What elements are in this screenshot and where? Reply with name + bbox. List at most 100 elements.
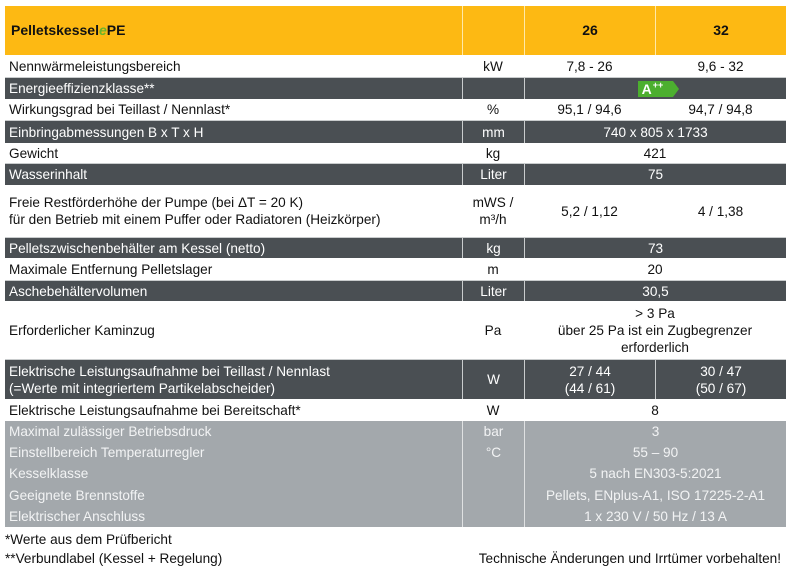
row-value-26: 7,8 - 26 — [566, 58, 613, 74]
row-value-span: 55 – 90 — [632, 445, 679, 461]
row-value-span: 20 — [647, 261, 663, 277]
row-label-line2: für den Betrieb mit einem Puffer oder Ra… — [9, 212, 381, 227]
row-label: Elektrischer Anschluss — [9, 508, 145, 524]
title-suffix: PE — [106, 22, 126, 38]
table-row: Elektrische Leistungsaufnahme bei Teilla… — [5, 359, 786, 399]
row-label: Kesselklasse — [9, 466, 89, 482]
row-unit: W — [486, 402, 500, 418]
footnote-test-report: *Werte aus dem Prüfbericht — [5, 532, 172, 547]
table-row: Gewicht kg 421 — [5, 143, 786, 163]
row-unit: kg — [485, 145, 501, 161]
gray-spec-block: Maximal zulässiger Betriebsdruck Einstel… — [5, 421, 786, 527]
spec-table: Pelletskessel e PE 26 32 Nennwärmeleistun… — [5, 6, 786, 527]
row-value-span: A ++ — [524, 78, 786, 99]
row-label: Wasserinhalt — [9, 167, 88, 182]
row-unit: % — [486, 102, 500, 117]
row-unit: °C — [485, 445, 502, 461]
table-row: Erforderlicher Kaminzug Pa > 3 Pa über 2… — [5, 301, 786, 359]
table-row: Aschebehältervolumen Liter 30,5 — [5, 280, 786, 301]
value-line2: über 25 Pa ist ein Zugbegrenzer — [557, 322, 753, 338]
table-row: Einbringabmessungen B x T x H mm 740 x 8… — [5, 120, 786, 143]
table-row: Pelletszwischenbehälter am Kessel (netto… — [5, 237, 786, 258]
table-row: Nennwärmeleistungsbereich kW 7,8 - 26 9,… — [5, 55, 786, 77]
row-unit: mm — [462, 121, 524, 143]
value-line1: 27 / 44 — [569, 363, 611, 379]
row-label: Erforderlicher Kaminzug — [9, 322, 155, 338]
value-line2: (50 / 67) — [695, 380, 747, 396]
row-label: Maximal zulässiger Betriebsdruck — [9, 424, 212, 440]
row-unit: Liter — [462, 164, 524, 185]
table-row: Energieeffizienzklasse** A ++ — [5, 77, 786, 99]
gray-label-column: Maximal zulässiger Betriebsdruck Einstel… — [5, 421, 462, 527]
row-value-span: 1 x 230 V / 50 Hz / 13 A — [584, 508, 727, 524]
row-label: Maximale Entfernung Pelletslager — [9, 261, 213, 277]
header-col-32: 32 — [655, 6, 786, 55]
row-value-span: 5 nach EN303-5:2021 — [589, 466, 722, 482]
energy-class-badge-icon: A ++ — [637, 80, 679, 97]
row-unit: W — [462, 360, 524, 399]
row-value-span: 740 x 805 x 1733 — [524, 121, 786, 143]
value-line1: 30 / 47 — [700, 363, 742, 379]
row-label: Freie Restförderhöhe der Pumpe (bei ΔT =… — [5, 185, 462, 237]
table-header: Pelletskessel e PE 26 32 — [5, 6, 786, 55]
unit-line1: mWS / — [472, 195, 514, 210]
row-value-32: 30 / 47 (50 / 67) — [655, 360, 786, 399]
row-label: Geeignete Brennstoffe — [9, 487, 145, 503]
row-label: Energieeffizienzklasse** — [9, 81, 155, 96]
row-unit — [463, 485, 524, 506]
row-label-line1: Freie Restförderhöhe der Pumpe (bei ΔT =… — [9, 195, 304, 210]
row-value-32: 4 / 1,38 — [697, 203, 744, 219]
row-label: Pelletszwischenbehälter am Kessel (netto… — [9, 240, 266, 256]
row-value-26: 5,2 / 1,12 — [561, 203, 618, 219]
row-value-span: 8 — [651, 402, 659, 418]
table-row: Elektrische Leistungsaufnahme bei Bereit… — [5, 399, 786, 421]
row-unit: Liter — [462, 281, 524, 301]
title-prefix: Pelletskessel — [11, 22, 99, 38]
row-value-span: Pellets, ENplus-A1, ISO 17225-2-A1 — [545, 487, 766, 503]
row-label-line1: Elektrische Leistungsaufnahme bei Teilla… — [9, 363, 330, 379]
row-label: Nennwärmeleistungsbereich — [9, 58, 181, 74]
value-line1: > 3 Pa — [635, 305, 675, 321]
row-unit — [463, 506, 524, 527]
disclaimer: Technische Änderungen und Irrtümer vorbe… — [478, 551, 781, 566]
row-unit: kg — [462, 238, 524, 258]
row-value-span: 3 — [651, 424, 660, 440]
header-col-26: 26 — [524, 6, 655, 55]
header-unit-cell — [462, 6, 524, 55]
row-label: Gewicht — [9, 145, 59, 161]
row-value-span: 75 — [524, 164, 786, 185]
row-label: Einstellbereich Temperaturregler — [9, 445, 205, 461]
row-value-span: > 3 Pa über 25 Pa ist ein Zugbegrenzer e… — [524, 301, 786, 359]
row-value-32: 9,6 - 32 — [697, 58, 744, 74]
value-line3: erforderlich — [621, 339, 689, 355]
row-label: Einbringabmessungen B x T x H — [9, 124, 204, 140]
gray-value-column: 3 55 – 90 5 nach EN303-5:2021 Pellets, E… — [524, 421, 786, 527]
row-value-26: 27 / 44 (44 / 61) — [524, 360, 655, 399]
value-line2: (44 / 61) — [564, 380, 616, 396]
unit-line2: m³/h — [479, 212, 507, 227]
footnote-bundle-label: **Verbundlabel (Kessel + Regelung) — [5, 551, 223, 566]
row-unit: kW — [483, 58, 503, 74]
row-label: Elektrische Leistungsaufnahme bei Bereit… — [9, 402, 301, 418]
table-row: Wasserinhalt Liter 75 — [5, 163, 786, 185]
row-label: Elektrische Leistungsaufnahme bei Teilla… — [5, 360, 462, 399]
row-unit: m — [487, 261, 499, 277]
title-e-accent: e — [98, 22, 107, 38]
product-title: Pelletskessel e PE — [5, 6, 462, 55]
row-unit — [462, 78, 524, 99]
row-value-span: 421 — [643, 145, 667, 161]
row-value-span: 30,5 — [524, 281, 786, 301]
row-label: Aschebehältervolumen — [9, 283, 148, 299]
table-row: Freie Restförderhöhe der Pumpe (bei ΔT =… — [5, 185, 786, 237]
row-label: Wirkungsgrad bei Teillast / Nennlast* — [9, 102, 231, 117]
table-row: Wirkungsgrad bei Teillast / Nennlast* % … — [5, 99, 786, 120]
row-value-span: 73 — [524, 238, 786, 258]
gray-unit-column: bar °C — [462, 421, 524, 527]
row-value-32: 94,7 / 94,8 — [688, 102, 753, 117]
row-unit: bar — [483, 424, 504, 440]
row-label-line2: (=Werte mit integriertem Partikelabschei… — [9, 380, 276, 396]
table-row: Maximale Entfernung Pelletslager m 20 — [5, 258, 786, 280]
row-unit — [463, 463, 524, 484]
row-unit: Pa — [484, 322, 502, 338]
row-value-26: 95,1 / 94,6 — [557, 102, 622, 117]
